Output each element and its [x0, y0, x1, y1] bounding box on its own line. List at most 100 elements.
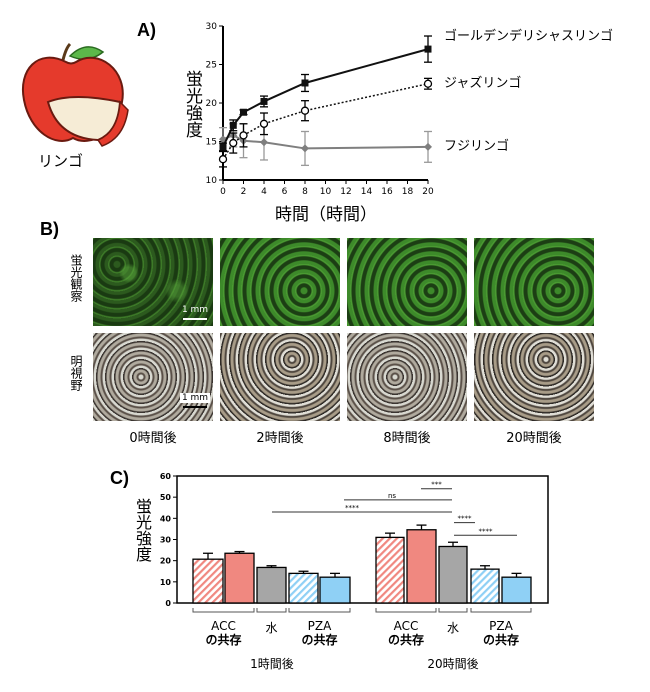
- caption-20h: 20時間後: [506, 431, 562, 446]
- y-tick-label: 20: [206, 99, 218, 109]
- significance-label: ****: [479, 527, 494, 535]
- y-axis-label: 蛍光強度: [182, 70, 202, 138]
- apple-illustration: [21, 42, 129, 147]
- bar: [375, 536, 405, 604]
- condition-label: 水: [447, 621, 459, 635]
- data-point: [219, 143, 227, 151]
- condition-label: ACC: [211, 619, 236, 633]
- bar: [438, 545, 468, 604]
- panel-c-label: C): [110, 468, 129, 488]
- panel-b-label: B): [40, 219, 59, 239]
- brightfield-image-2h: [220, 333, 340, 421]
- x-tick-label: 2: [241, 187, 247, 197]
- y-tick-label: 10: [206, 176, 218, 186]
- y-tick-label: 20: [160, 557, 172, 566]
- fluorescence-image-0h: [93, 238, 213, 326]
- x-tick-label: 12: [340, 187, 351, 197]
- data-point: [301, 144, 309, 153]
- caption-2h: 2時間後: [256, 431, 304, 446]
- y-tick-label: 15: [206, 138, 217, 148]
- brightfield-image-8h: [347, 333, 467, 421]
- group-bracket: [256, 608, 287, 613]
- condition-label: の共存: [388, 632, 424, 647]
- bar: [288, 572, 319, 604]
- legend-golden: ゴールデンデリシャスリンゴ: [444, 29, 614, 44]
- data-point: [218, 155, 228, 164]
- bar: [256, 566, 287, 604]
- group-bracket: [288, 608, 351, 613]
- y-tick-label: 40: [160, 514, 172, 523]
- row-label-fluorescence: 蛍光観察: [69, 254, 83, 302]
- legend-jazz: ジャズリンゴ: [444, 76, 522, 91]
- y-tick-label: 0: [165, 599, 171, 608]
- scale-bar: [183, 406, 207, 408]
- y-tick-label: 50: [160, 493, 172, 502]
- condition-label: 水: [265, 621, 277, 635]
- data-point: [229, 138, 238, 148]
- x-tick-label: 16: [381, 187, 393, 197]
- condition-label: の共存: [205, 632, 241, 647]
- data-point: [300, 106, 310, 115]
- group-bracket: [438, 608, 468, 613]
- scale-bar-label: 1 mm: [181, 305, 209, 315]
- bar: [319, 576, 351, 604]
- legend-fuji: フジリンゴ: [444, 139, 510, 154]
- condition-label: の共存: [483, 632, 519, 647]
- x-tick-label: 6: [282, 187, 288, 197]
- x-axis-label: 時間（時間）: [275, 205, 377, 225]
- bar: [224, 552, 255, 604]
- row-label-brightfield: 明視野: [69, 355, 83, 391]
- x-tick-label: 10: [320, 187, 332, 197]
- group-bracket: [192, 608, 255, 613]
- significance-label: ****: [458, 515, 473, 523]
- fluorescence-image-8h: [347, 238, 467, 326]
- x-tick-label: 20: [422, 187, 434, 197]
- y-tick-label: 60: [160, 472, 172, 481]
- data-point: [259, 119, 269, 128]
- significance-label: ns: [388, 492, 396, 500]
- scale-bar: [183, 318, 207, 320]
- data-point: [424, 142, 432, 151]
- x-tick-label: 4: [261, 187, 267, 197]
- bar: [470, 568, 500, 604]
- significance-label: ***: [431, 481, 442, 489]
- fluorescence-image-2h: [220, 238, 340, 326]
- data-point: [301, 79, 309, 87]
- group-bracket: [375, 608, 437, 613]
- scale-bar-label: 1 mm: [180, 393, 210, 403]
- y-tick-label: 30: [206, 22, 218, 32]
- x-tick-label: 14: [361, 187, 373, 197]
- y-tick-label: 30: [160, 536, 172, 545]
- series-line: [222, 48, 429, 148]
- y-tick-label: 10: [160, 578, 172, 587]
- time-group-label: 1時間後: [250, 657, 294, 671]
- panel-a-label: A): [137, 20, 156, 40]
- x-tick-label: 18: [402, 187, 414, 197]
- x-tick-label: 0: [220, 187, 226, 197]
- caption-8h: 8時間後: [383, 431, 431, 446]
- data-point: [229, 121, 237, 129]
- condition-label: の共存: [301, 632, 337, 647]
- condition-label: PZA: [308, 619, 332, 633]
- bar: [406, 529, 437, 604]
- apple-label: リンゴ: [38, 152, 84, 170]
- data-point: [239, 131, 248, 140]
- caption-0h: 0時間後: [129, 431, 177, 446]
- y-tick-label: 25: [206, 61, 217, 71]
- data-point: [260, 97, 268, 105]
- bar: [192, 558, 224, 604]
- condition-label: PZA: [489, 619, 513, 633]
- fluorescence-image-20h: [474, 238, 594, 326]
- data-point: [423, 79, 433, 88]
- brightfield-image-20h: [474, 333, 594, 421]
- data-point: [260, 138, 268, 147]
- line-chart: 0 2 4 6 8 10 12 14 16 18 20 10 15 20 25 30: [206, 22, 434, 197]
- data-point: [424, 45, 432, 53]
- condition-label: ACC: [394, 619, 419, 633]
- bar: [501, 576, 532, 604]
- x-tick-label: 8: [302, 187, 308, 197]
- y-axis-label: 蛍光強度: [133, 498, 152, 562]
- significance-label: ****: [345, 504, 360, 512]
